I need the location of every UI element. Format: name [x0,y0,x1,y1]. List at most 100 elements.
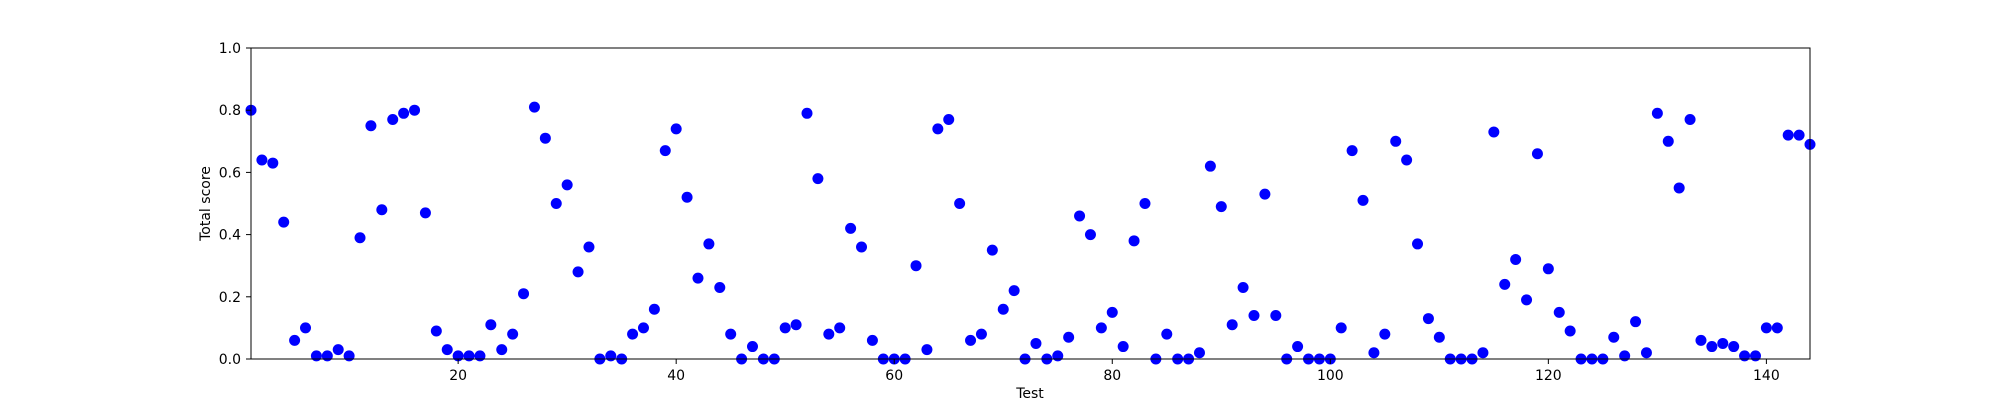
data-point [779,322,791,334]
data-point [954,198,966,209]
data-point [725,328,737,340]
data-point [1368,347,1380,359]
data-point [474,350,486,362]
data-point [1760,322,1772,334]
y-tick-label: 0.4 [219,228,241,244]
data-point [1204,160,1216,172]
data-point [1401,154,1413,166]
x-tick-label: 140 [1753,368,1780,384]
data-point [1357,194,1369,206]
x-tick-label: 60 [885,368,903,384]
data-point [507,328,519,340]
data-point [1106,306,1118,318]
data-point [343,350,355,362]
data-point [1521,294,1533,306]
data-point [1673,182,1685,194]
data-point [1161,328,1173,340]
data-point [681,191,693,203]
data-point [441,344,453,356]
data-point [921,344,933,356]
data-point [932,123,944,135]
data-point [518,288,530,300]
data-point [965,334,977,346]
data-points [245,101,1816,365]
data-point [539,132,551,144]
data-point [1412,238,1424,250]
data-point [561,179,573,191]
data-point [1749,350,1761,362]
data-point [1335,322,1347,334]
data-point [845,222,857,234]
x-tick-label: 120 [1535,368,1562,384]
data-point [528,101,540,113]
data-point [485,319,497,331]
x-axis-ticks: 20 40 60 80 100 120 140 [449,359,1780,384]
data-point [1662,135,1674,147]
data-point [1074,210,1086,222]
data-point [1640,347,1652,359]
data-point [409,104,421,116]
data-point [365,120,377,132]
data-point [1390,135,1402,147]
data-point [692,272,704,284]
data-point [1226,319,1238,331]
data-point [398,107,410,119]
data-point [1008,285,1020,297]
x-axis-label: Test [1015,386,1044,400]
data-point [1270,309,1282,321]
data-point [387,114,399,126]
data-point [910,260,922,272]
data-point [1695,334,1707,346]
data-point [1292,341,1304,353]
x-tick-label: 40 [667,368,685,384]
data-point [714,281,726,293]
y-axis-label: Total score [198,166,214,242]
data-point [1215,201,1227,213]
data-point [1084,229,1096,241]
data-point [1379,328,1391,340]
data-point [354,232,366,244]
data-point [1499,278,1511,290]
data-point [1739,350,1751,362]
x-tick-label: 20 [449,368,467,384]
data-point [1139,198,1151,209]
data-point [659,145,671,157]
data-point [1488,126,1500,138]
data-point [1128,235,1140,247]
y-tick-label: 0.0 [219,352,241,368]
data-point [256,154,268,166]
data-point [975,328,987,340]
x-tick-label: 100 [1317,368,1344,384]
data-point [278,216,290,228]
data-point [1728,341,1740,353]
data-point [1510,253,1522,265]
data-point [1052,350,1064,362]
data-point [1063,331,1075,343]
data-point [430,325,442,337]
x-tick-label: 80 [1103,368,1121,384]
y-tick-label: 0.2 [219,290,241,306]
data-point [997,303,1009,315]
data-point [637,322,649,334]
data-point [1422,313,1434,325]
y-tick-label: 0.8 [219,103,241,119]
data-point [1095,322,1107,334]
data-point [1717,337,1729,349]
data-point [583,241,595,253]
plot-frame [250,47,1811,360]
data-point [332,344,344,356]
data-point [1346,145,1358,157]
data-point [856,241,868,253]
data-point [790,319,802,331]
data-point [801,107,813,119]
data-point [627,328,639,340]
y-tick-label: 1.0 [219,41,241,57]
data-point [1553,306,1565,318]
data-point [572,266,584,278]
data-point [670,123,682,135]
y-tick-label: 0.6 [219,165,241,181]
y-axis-ticks: 0.0 0.2 0.4 0.6 0.8 1.0 [219,41,251,368]
data-point [1433,331,1445,343]
data-point [1030,337,1042,349]
data-point [605,350,617,362]
